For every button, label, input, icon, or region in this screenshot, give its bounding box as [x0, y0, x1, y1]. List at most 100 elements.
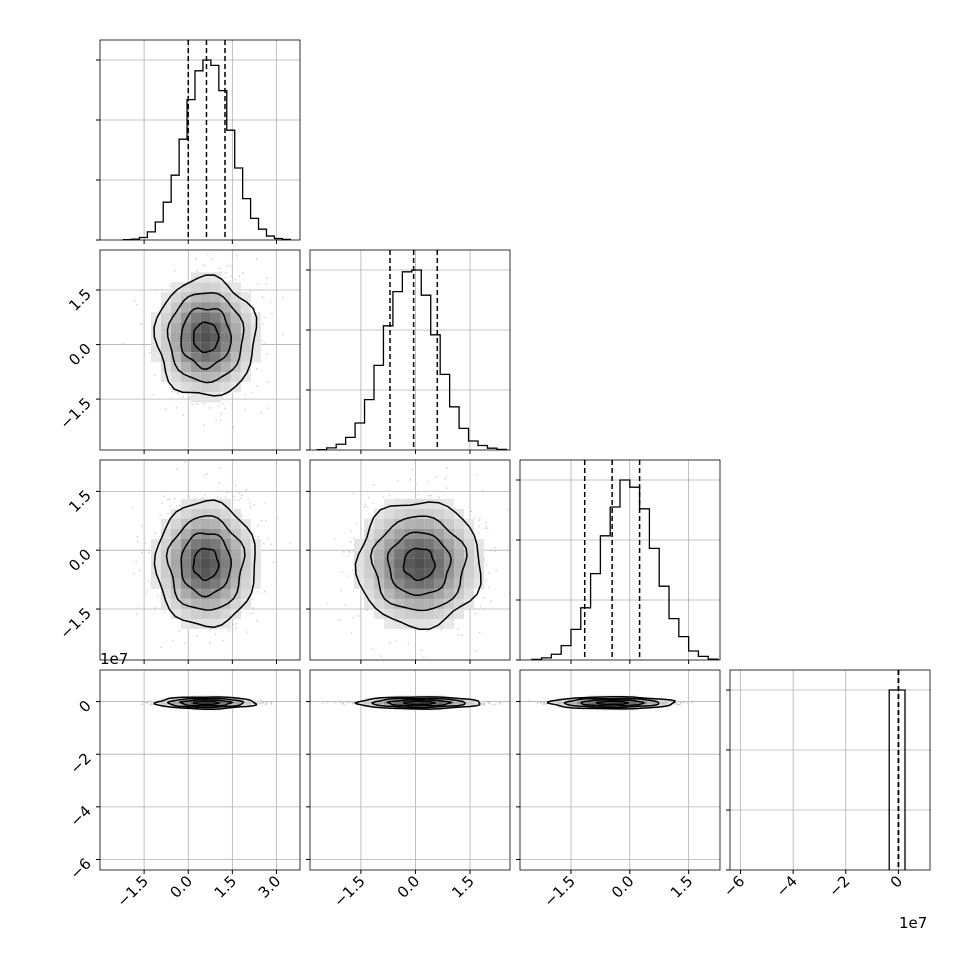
density-cell	[220, 302, 231, 313]
x-tick-label: −4	[773, 872, 801, 900]
density-cell	[647, 698, 658, 702]
density-cell	[394, 598, 405, 609]
density-cell	[240, 352, 251, 363]
density-cell	[607, 701, 618, 705]
density-cell	[240, 588, 251, 599]
density-cell	[454, 538, 465, 549]
density-cell	[240, 292, 251, 303]
density-cell	[240, 701, 251, 705]
density-cell	[160, 578, 171, 589]
density-cell	[424, 498, 435, 509]
density-cell	[230, 312, 241, 323]
density-cell	[414, 568, 425, 579]
density-cell	[220, 382, 231, 393]
density-cell	[240, 362, 251, 373]
density-cell	[150, 342, 161, 353]
density-cell	[180, 558, 191, 569]
density-cell	[444, 498, 455, 509]
density-cell	[240, 322, 251, 333]
density-layer	[132, 461, 291, 648]
density-cell	[434, 538, 445, 549]
density-cell	[170, 352, 181, 363]
density-cell	[444, 528, 455, 539]
density-cell	[374, 698, 385, 702]
density-cell	[250, 342, 261, 353]
density-cell	[210, 382, 221, 393]
density-cell	[230, 332, 241, 343]
density-cell	[424, 608, 435, 619]
density-cell	[424, 518, 435, 529]
density-cell	[220, 498, 231, 509]
density-cell	[220, 518, 231, 529]
density-cell	[170, 568, 181, 579]
density-cell	[354, 701, 365, 705]
density-cell	[160, 292, 171, 303]
density-cell	[434, 558, 445, 569]
density-cell	[454, 548, 465, 559]
density-cell	[374, 598, 385, 609]
density-cell	[414, 528, 425, 539]
density-cell	[384, 518, 395, 529]
density-cell	[240, 302, 251, 313]
density-cell	[200, 272, 211, 283]
density-cell	[434, 578, 445, 589]
contour-line	[595, 700, 630, 706]
density-cell	[200, 518, 211, 529]
density-cell	[474, 568, 485, 579]
density-cell	[190, 292, 201, 303]
density-cell	[414, 588, 425, 599]
density-cell	[444, 578, 455, 589]
panel-frame	[309, 249, 511, 451]
density-cell	[364, 568, 375, 579]
density-cell	[384, 548, 395, 559]
density-cell	[394, 608, 405, 619]
density-cell	[424, 598, 435, 609]
density-cell	[210, 538, 221, 549]
density-cell	[160, 372, 171, 383]
density-cell	[240, 372, 251, 383]
density-cell	[160, 598, 171, 609]
density-cell	[567, 698, 578, 702]
density-cell	[364, 578, 375, 589]
density-cell	[424, 558, 435, 569]
density-layer	[122, 253, 284, 429]
y-tick-label: −4	[66, 802, 94, 830]
density-cell	[230, 568, 241, 579]
density-cell	[424, 588, 435, 599]
density-cell	[454, 608, 465, 619]
density-cell	[464, 518, 475, 529]
density-cell	[240, 548, 251, 559]
density-cell	[150, 538, 161, 549]
density-cell	[160, 362, 171, 373]
density-cell	[180, 538, 191, 549]
density-cell	[444, 618, 455, 629]
density-cell	[444, 568, 455, 579]
density-cell	[230, 292, 241, 303]
density-cell	[200, 302, 211, 313]
y-tick-label: 0.0	[65, 545, 95, 575]
density-layer	[326, 467, 510, 658]
density-cell	[190, 372, 201, 383]
density-cell	[250, 538, 261, 549]
density-cell	[464, 578, 475, 589]
contour-line	[153, 499, 256, 629]
density-cell	[190, 392, 201, 403]
density-cell	[210, 618, 221, 629]
density-cell	[384, 698, 395, 702]
density-cell	[170, 342, 181, 353]
x-tick-label: −1.5	[113, 872, 151, 910]
density-cell	[220, 538, 231, 549]
contour-line	[178, 699, 234, 707]
density-cell	[210, 312, 221, 323]
density-cell	[200, 558, 211, 569]
density-cell	[454, 598, 465, 609]
density-cell	[230, 608, 241, 619]
contour-line	[402, 700, 436, 706]
density-cell	[160, 342, 171, 353]
density-cell	[384, 538, 395, 549]
density-cell	[170, 528, 181, 539]
contour-line	[166, 292, 245, 384]
density-cell	[454, 698, 465, 702]
density-cell	[240, 558, 251, 569]
density-cell	[374, 508, 385, 519]
